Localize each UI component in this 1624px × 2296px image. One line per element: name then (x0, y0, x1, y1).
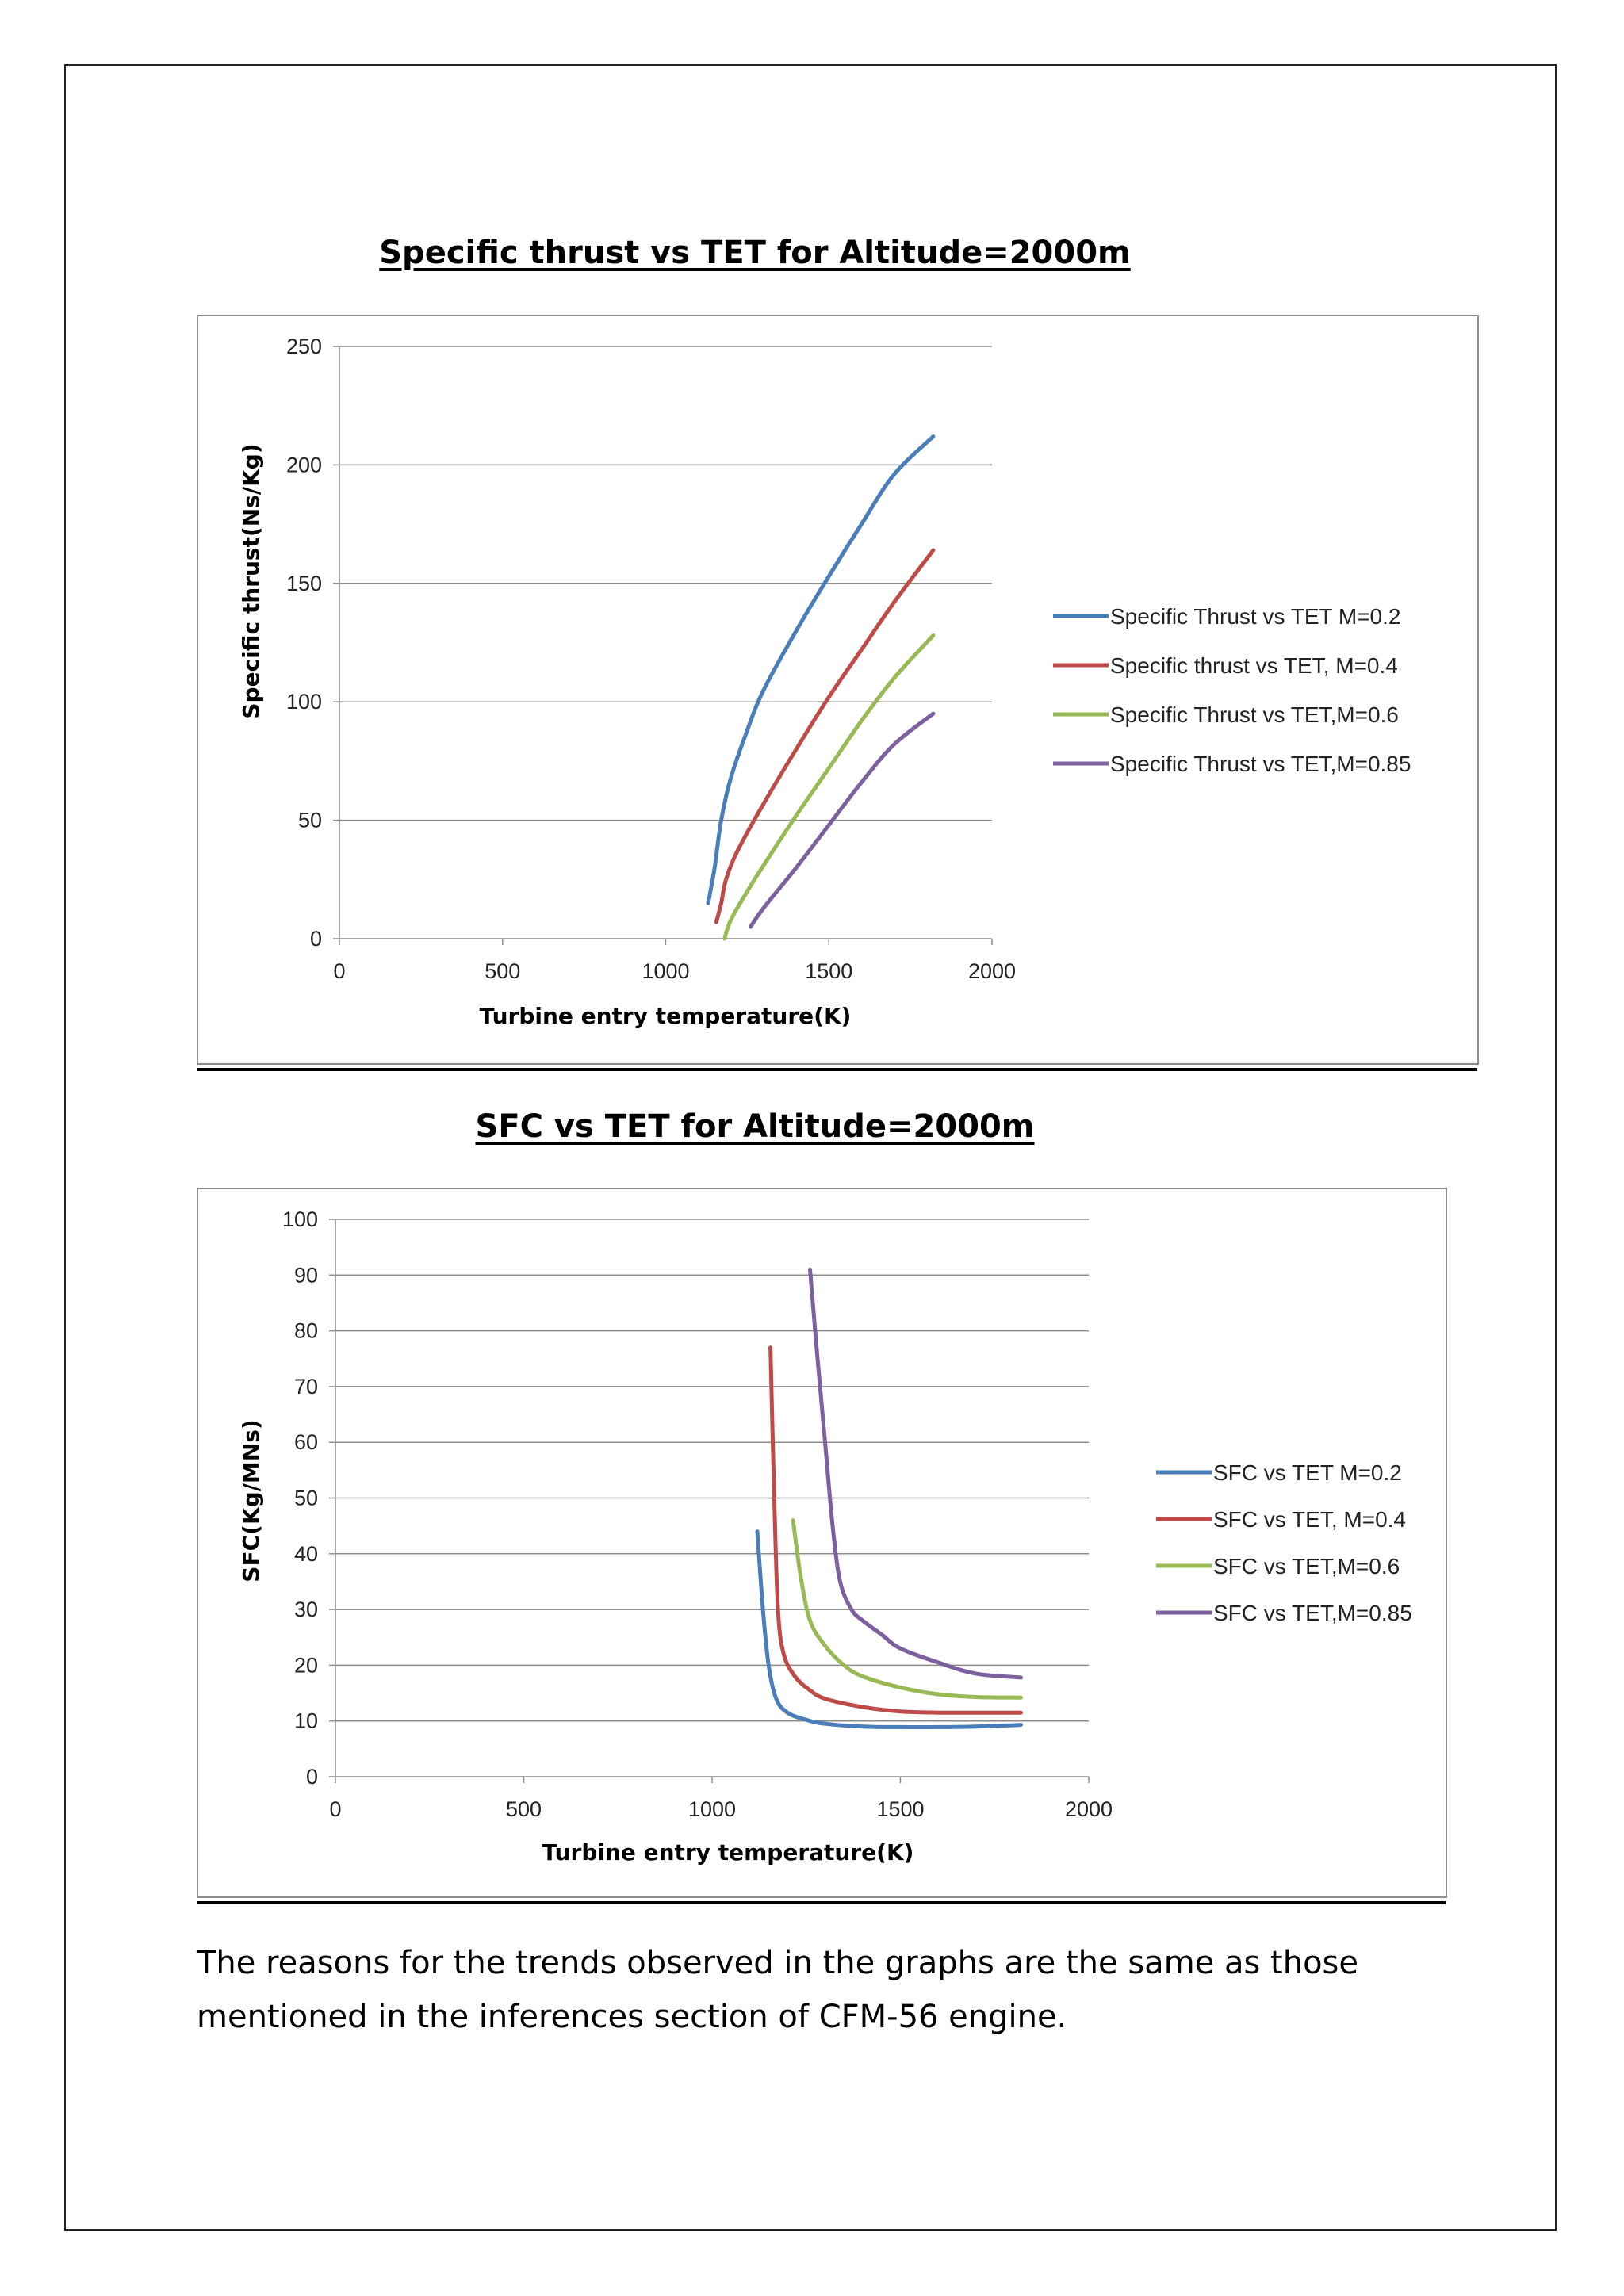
chart2-legend-label-1: SFC vs TET M=0.2 (1213, 1460, 1402, 1485)
chart2-x-tick-label: 0 (329, 1797, 341, 1821)
chart2-y-tick-label: 100 (282, 1207, 318, 1231)
chart1-title: Specific thrust vs TET for Altitude=2000… (379, 235, 1131, 271)
chart2-x-tick-label: 500 (506, 1797, 542, 1821)
chart1-y-axis-title: Specific thrust(Ns/Kg) (238, 443, 264, 718)
chart1-x-axis-title: Turbine entry temperature(K) (480, 1003, 852, 1029)
chart2-y-tick-label: 40 (294, 1542, 318, 1566)
chart2-x-tick-label: 1500 (876, 1797, 924, 1821)
chart1-legend-label-2: Specific thrust vs TET, M=0.4 (1110, 653, 1398, 678)
chart2-y-tick-label: 60 (294, 1430, 318, 1454)
chart2-x-tick-label: 1000 (688, 1797, 736, 1821)
chart2-title: SFC vs TET for Altitude=2000m (475, 1108, 1035, 1145)
chart2-legend-label-2: SFC vs TET, M=0.4 (1213, 1507, 1406, 1532)
chart1-plot: 0 50 100 150 200 250 0 500 1000 1500 2000 Specific… (197, 315, 1479, 1065)
chart1-series-line-3 (722, 633, 936, 941)
chart1-x-tick-label: 1500 (805, 959, 852, 983)
chart1-y-tick-label: 200 (286, 453, 322, 476)
chart2-legend-label-4: SFC vs TET,M=0.85 (1213, 1601, 1412, 1625)
chart2-frame (197, 1188, 1447, 1898)
chart2-series-line-2 (768, 1345, 1023, 1715)
chart1-series-line-4 (749, 711, 936, 929)
chart2-y-tick-label: 10 (294, 1709, 318, 1733)
chart2-y-tick-label: 0 (306, 1765, 318, 1789)
chart2-y-tick-label: 90 (294, 1263, 318, 1287)
chart2-series-line-4 (808, 1267, 1023, 1680)
chart2-series-line-1 (755, 1529, 1023, 1730)
chart1-legend-label-4: Specific Thrust vs TET,M=0.85 (1110, 752, 1411, 776)
chart1-x-tick-label: 500 (485, 959, 520, 983)
chart1-x-tick-label: 2000 (968, 959, 1016, 983)
chart1-x-tick-label: 1000 (642, 959, 689, 983)
chart2-y-tick-label: 20 (294, 1653, 318, 1677)
chart1-x-tick-label: 0 (333, 959, 345, 983)
chart2-legend-label-3: SFC vs TET,M=0.6 (1213, 1554, 1400, 1578)
chart2-x-tick-label: 2000 (1065, 1797, 1113, 1821)
chart2-y-tick-label: 50 (294, 1487, 318, 1510)
chart1-underline-rule (197, 1068, 1477, 1071)
chart1-y-tick-label: 150 (286, 572, 322, 595)
chart2-y-axis-title: SFC(Kg/MNs) (238, 1419, 264, 1582)
chart2-underline-rule (197, 1901, 1446, 1904)
chart1-y-tick-label: 50 (298, 809, 322, 832)
body-paragraph: The reasons for the trends observed in t… (197, 1945, 1358, 2035)
chart2-series-line-3 (791, 1518, 1023, 1700)
chart1-legend-label-3: Specific Thrust vs TET,M=0.6 (1110, 702, 1399, 727)
chart1-y-tick-label: 0 (310, 927, 322, 951)
chart1-series-line-2 (714, 548, 936, 924)
chart1-legend-label-1: Specific Thrust vs TET M=0.2 (1110, 604, 1400, 629)
chart1-frame (197, 315, 1479, 1065)
chart1-series-line-1 (706, 434, 936, 905)
page-border (64, 64, 1557, 2231)
chart1-y-tick-label: 100 (286, 690, 322, 714)
chart1-y-tick-label: 250 (286, 335, 322, 358)
chart2-y-tick-label: 70 (294, 1375, 318, 1399)
chart2-y-tick-label: 30 (294, 1598, 318, 1621)
chart2-y-tick-label: 80 (294, 1319, 318, 1343)
chart2-x-axis-title: Turbine entry temperature(K) (542, 1839, 914, 1866)
